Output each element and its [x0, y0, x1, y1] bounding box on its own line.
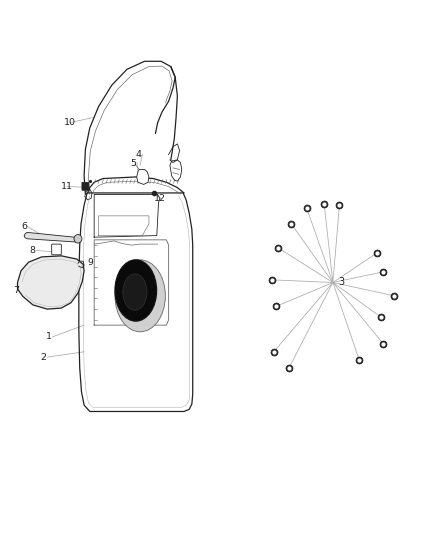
- Ellipse shape: [115, 260, 166, 332]
- Text: 9: 9: [88, 259, 93, 267]
- Text: 8: 8: [30, 246, 36, 255]
- Text: 5: 5: [131, 159, 137, 167]
- Ellipse shape: [115, 260, 157, 321]
- Text: 12: 12: [154, 194, 166, 203]
- Polygon shape: [24, 232, 77, 242]
- Text: 7: 7: [13, 286, 19, 295]
- FancyBboxPatch shape: [82, 182, 89, 190]
- FancyBboxPatch shape: [52, 244, 61, 255]
- Text: 4: 4: [136, 150, 142, 159]
- Polygon shape: [18, 256, 84, 309]
- Polygon shape: [137, 169, 149, 184]
- Text: 11: 11: [60, 182, 72, 191]
- Ellipse shape: [74, 235, 82, 243]
- Text: 10: 10: [64, 118, 75, 127]
- Text: 6: 6: [21, 222, 27, 231]
- Text: 1: 1: [46, 333, 52, 341]
- Ellipse shape: [123, 274, 147, 310]
- Text: 3: 3: [338, 278, 344, 287]
- Text: 2: 2: [41, 353, 47, 361]
